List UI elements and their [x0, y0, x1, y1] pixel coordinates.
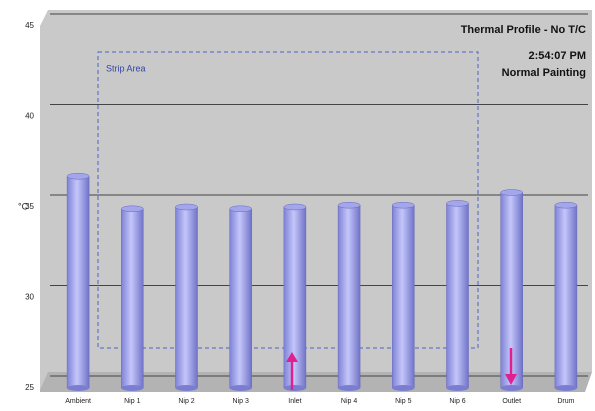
y-axis-label: °C [18, 201, 29, 211]
y-tick-label: 45 [25, 21, 34, 30]
bar-top [500, 189, 523, 196]
mode-label: Normal Painting [502, 67, 586, 79]
bar [66, 172, 90, 391]
bars [66, 172, 578, 391]
x-tick-label: Ambient [65, 398, 91, 405]
y-tick-label: 40 [25, 112, 34, 121]
y-tick-label: 35 [25, 202, 34, 211]
x-tick-label: Drum [557, 398, 574, 405]
bar-base [338, 385, 361, 391]
bar-base [283, 385, 306, 391]
x-tick-label: Inlet [288, 398, 301, 405]
bar-body [554, 204, 578, 389]
y-tick-label: 30 [25, 293, 34, 302]
bar [500, 189, 523, 391]
x-tick-label: Nip 3 [233, 398, 249, 405]
arrow-down [505, 348, 517, 385]
bar-base [229, 385, 252, 391]
bar-base [67, 385, 90, 391]
bar-top [392, 201, 415, 209]
bar [175, 203, 198, 391]
bar-body [337, 204, 361, 389]
bar-top [554, 201, 578, 209]
bar-base [500, 385, 523, 391]
bar-base [392, 385, 415, 391]
x-tick-label: Nip 4 [341, 398, 357, 405]
bar-body [229, 208, 252, 389]
chart-subtitle: 2:54:07 PM [529, 50, 586, 62]
bar-top [283, 203, 307, 211]
bar-base [446, 385, 469, 391]
bar-top [66, 172, 90, 180]
bar-base [554, 385, 577, 391]
bar-base [175, 385, 198, 391]
bar-top [446, 200, 469, 207]
bar-top [337, 201, 361, 209]
y-tick-label: 25 [25, 383, 34, 392]
arrow-up [286, 352, 298, 390]
x-tick-label: Nip 1 [124, 398, 140, 405]
chart-title: Thermal Profile - No T/C [461, 24, 586, 36]
bar [229, 205, 252, 391]
bar [121, 205, 144, 391]
x-tick-label: Nip 6 [449, 398, 465, 405]
bar [554, 201, 578, 391]
strip-area [97, 51, 479, 349]
bar [392, 201, 415, 391]
x-tick-label: Nip 2 [178, 398, 194, 405]
bar-body [175, 206, 198, 389]
bar [283, 203, 307, 391]
x-tick-label: Nip 5 [395, 398, 411, 405]
bar [446, 200, 469, 391]
bar-top [229, 205, 252, 213]
bar-body [446, 203, 469, 389]
bar-base [121, 385, 144, 391]
bar-top [121, 205, 144, 213]
bar-top [175, 203, 198, 211]
bar-body [392, 204, 415, 389]
bar-body [121, 208, 144, 389]
bar [337, 201, 361, 391]
x-tick-label: Outlet [502, 398, 521, 405]
bar-body [66, 175, 90, 389]
strip-label: Strip Area [106, 63, 146, 73]
